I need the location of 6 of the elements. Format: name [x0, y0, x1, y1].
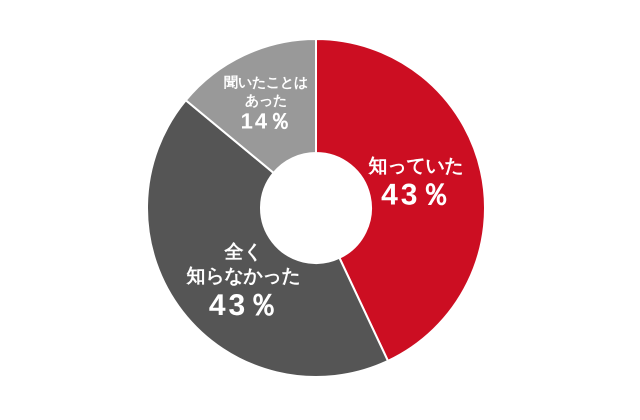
data-label: 14％ [240, 108, 294, 134]
slice-label: 全く知らなかった [186, 242, 301, 288]
data-label: 43％ [208, 288, 282, 322]
slice-label: 知っていた [367, 156, 464, 177]
data-label: 43％ [381, 178, 454, 212]
slice-label: 聞いたことはあった [224, 74, 308, 108]
